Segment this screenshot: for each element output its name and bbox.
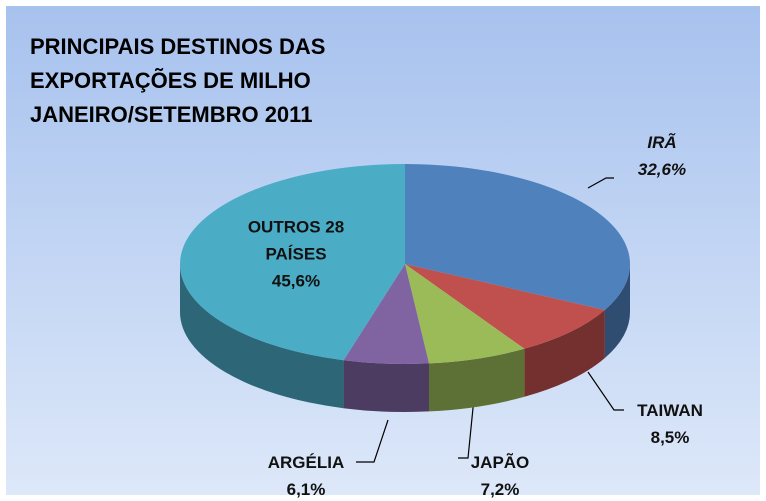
- data-label: JAPÃO 7,2%: [471, 449, 530, 501]
- data-label: ARGÉLIA 6,1%: [268, 449, 345, 501]
- slice-side: [180, 264, 344, 409]
- slice-top: [180, 164, 405, 361]
- value-label: 45,6%: [271, 271, 321, 291]
- slice-top: [405, 164, 631, 310]
- category-label: OUTROS 28 PAÍSES: [247, 217, 345, 264]
- value-label: 6,1%: [286, 480, 326, 499]
- category-label: ARGÉLIA: [267, 453, 345, 472]
- pie-slice: [180, 164, 405, 409]
- pie-slice: [405, 264, 605, 397]
- category-label: IRÃ: [647, 133, 677, 152]
- pie-slice: [405, 164, 631, 358]
- data-label: OUTROS 28 PAÍSES 45,6%: [226, 214, 366, 295]
- slice-side-shade: [180, 264, 344, 409]
- slice-side: [343, 360, 429, 412]
- pie-slice: [343, 264, 429, 412]
- slice-top: [405, 264, 525, 364]
- chart-title: PRINCIPAIS DESTINOS DAS EXPORTAÇÕES DE M…: [30, 34, 326, 127]
- slice-side-shade: [524, 309, 605, 397]
- slice-side-shade: [604, 264, 630, 358]
- slice-top: [343, 264, 429, 364]
- data-label: TAIWAN 8,5%: [637, 397, 703, 451]
- slice-top: [405, 264, 605, 349]
- value-label: 32,6%: [637, 160, 687, 179]
- pie-slice: [405, 264, 525, 412]
- slice-side: [604, 264, 630, 358]
- leader-line: [458, 397, 475, 459]
- category-label: TAIWAN: [637, 401, 703, 420]
- data-label: IRÃ 32,6%: [638, 129, 686, 183]
- slice-side-shade: [428, 348, 525, 412]
- leader-line: [356, 419, 389, 463]
- leader-line: [587, 371, 624, 411]
- value-label: 7,2%: [480, 480, 520, 499]
- leader-line: [587, 177, 614, 189]
- category-label: JAPÃO: [470, 453, 530, 472]
- leader-lines: [356, 177, 624, 463]
- slice-side: [428, 348, 525, 412]
- value-label: 8,5%: [650, 428, 690, 447]
- slice-side: [524, 309, 605, 397]
- slice-side-shade: [343, 360, 429, 412]
